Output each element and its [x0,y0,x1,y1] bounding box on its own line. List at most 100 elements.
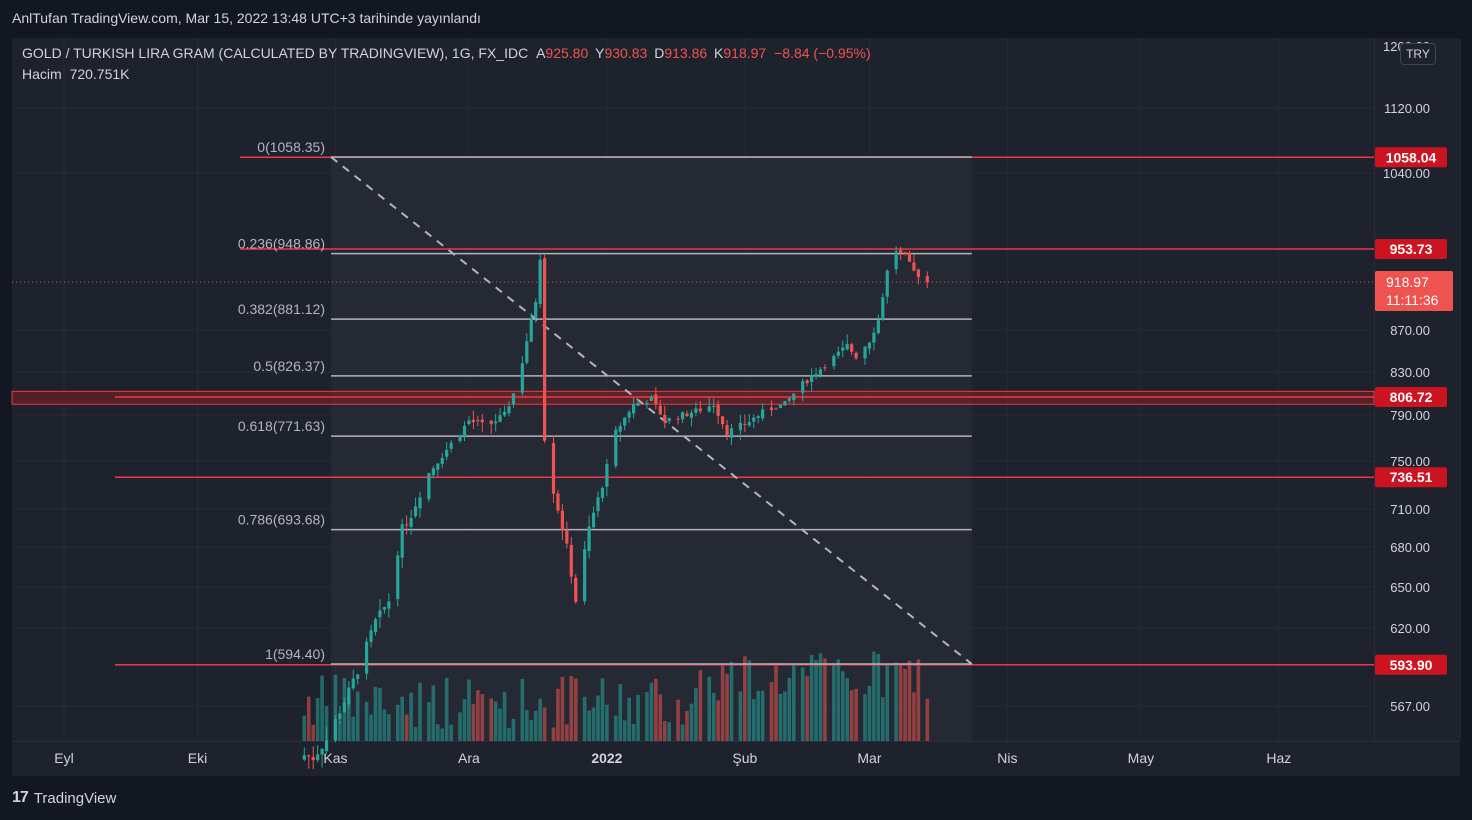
volume-bar [707,676,712,741]
candle-body [698,408,702,412]
time-axis[interactable] [12,741,1460,776]
volume-bar [378,687,382,741]
volume-bar [907,660,912,741]
volume-bar [729,661,734,741]
candle-body [885,270,889,297]
candle-body [551,442,556,494]
candle-body [899,249,903,253]
fib-label: 0.618(771.63) [238,418,325,434]
currency-button[interactable]: TRY [1400,43,1436,65]
candle-body [761,409,765,419]
y-axis-ticks: 567.00 620.00 650.00 680.00 710.00 750.00 790.… [1383,39,1430,714]
candle-body [449,442,453,449]
price-label: 1058.04 [1386,149,1437,165]
volume-bar [440,728,445,741]
candle-body [769,407,774,410]
published-info: AnlTufan TradingView.com, Mar 15, 2022 1… [12,10,481,26]
volume-bar [320,675,324,741]
candle-body [689,412,694,418]
candle-body [356,674,360,679]
candle-body [302,755,306,760]
fib-label: 0.786(693.68) [238,512,325,528]
price-label-box [1375,654,1447,675]
volume-bar [306,696,311,741]
candle-body [605,463,609,487]
volume-bar [458,712,462,741]
candle-body [476,420,480,422]
volume-bar [462,699,467,741]
volume-bar [413,726,418,741]
x-tick-label: Mar [857,750,881,766]
candle-body [462,425,467,438]
volume-bar [542,707,547,741]
candle-body [342,702,346,712]
candle-body [307,755,311,757]
high-value: 930.83 [604,45,648,61]
y-tick-label: 1040.00 [1383,166,1430,181]
candles [302,246,929,770]
volume-bar [533,710,538,741]
candle-body [583,549,587,602]
volume-bar [364,701,369,741]
y-tick-label: 790.00 [1390,408,1430,423]
candle-body [627,412,631,418]
volume-bar [685,710,689,741]
volume-bar [502,691,507,741]
x-tick-label: Nis [997,750,1017,766]
candle-body [783,401,787,406]
candle-body [351,678,355,689]
volume-bar [520,679,525,741]
candle-body [916,269,920,278]
volume-bar [476,690,480,741]
candle-body [534,302,538,318]
candle-body [716,405,720,416]
volume-bar [591,707,596,741]
volume-bar [787,677,792,741]
volume-bar [551,727,556,741]
candle-body [378,610,382,618]
top-bar: AnlTufan TradingView.com, Mar 15, 2022 1… [0,0,1472,38]
fib-label: 0.5(826.37) [253,358,325,374]
volume-bar [845,678,849,741]
candle-body [324,740,329,752]
candle-body [409,517,413,527]
volume-bar [529,720,534,741]
horizontal-lines [12,156,1374,666]
x-tick-label: Şub [732,750,757,766]
volume-bar [676,699,680,741]
volume-bar [418,682,422,741]
fib-levels: 0(1058.35) 0.236(948.86) 0.382(881.12) 0.5(… [238,139,972,665]
candle-body [445,449,449,457]
volume-bar [774,662,778,741]
volume-bar [596,695,600,741]
y-tick-label: 620.00 [1390,621,1430,636]
y-tick-label: 830.00 [1390,365,1430,380]
countdown-label: 11:11:36 [1386,292,1439,308]
candle-body [440,457,444,464]
volume-bar [382,709,387,741]
candle-body [333,718,338,740]
volume-bar [751,698,756,741]
high-label: Y [595,45,605,61]
candle-body [752,417,756,422]
volume-bar [569,675,574,741]
candle-body [574,577,578,602]
candle-body [338,713,342,720]
price-labels: 1058.04 953.73 806.72 736.51 593.90 918.97 11:… [1375,147,1453,675]
volume-bar [311,724,315,741]
volume-bar [493,701,498,741]
y-tick-label: 680.00 [1390,540,1430,555]
volume-bar [698,670,703,741]
candle-body [680,412,685,420]
trend-line [330,156,973,665]
candle-body [721,416,725,425]
volume-value: 720.751K [69,66,130,82]
candle-body [801,381,805,393]
volume-bar [760,690,765,741]
volume-bar [324,705,329,741]
candle-body [832,355,836,367]
volume-bar [809,654,814,741]
volume-bar [872,651,876,741]
footer-brand: 17 TradingView [12,789,116,807]
